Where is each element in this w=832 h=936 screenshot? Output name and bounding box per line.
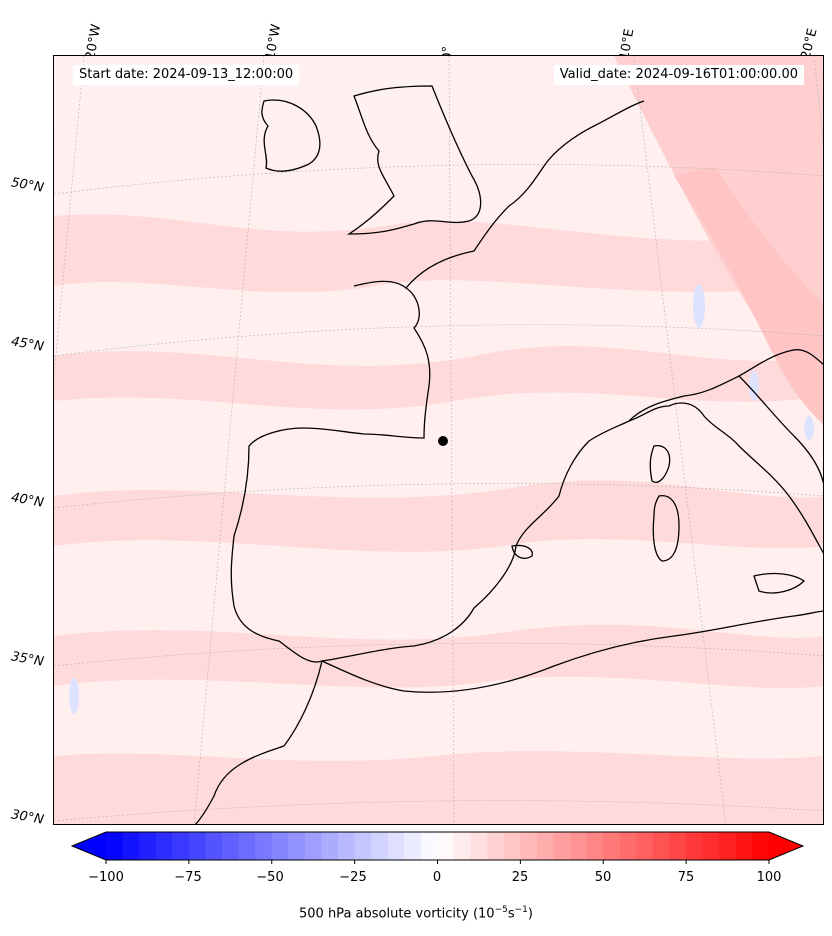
colorbar-tick-neg50: −50 — [256, 870, 284, 885]
colorbar-tick-neg25: −25 — [339, 870, 367, 885]
lat-label-45n: 45°N — [9, 334, 45, 355]
colorbar-label-end: ) — [527, 906, 533, 922]
colorbar-segment — [139, 832, 157, 860]
colorbar-segment — [603, 832, 621, 860]
graticule — [54, 56, 823, 824]
map-panel — [53, 55, 824, 825]
lat-label-30n: 30°N — [9, 807, 45, 828]
colorbar-segment — [387, 832, 405, 860]
coastlines — [194, 85, 823, 824]
colorbar-segment — [304, 832, 322, 860]
colorbar-tick-100: 100 — [756, 870, 782, 885]
colorbar — [70, 831, 805, 864]
colorbar-label-main: 500 hPa absolute vorticity (10 — [299, 906, 495, 922]
colorbar-min-extension — [72, 832, 106, 860]
colorbar-segment — [553, 832, 571, 860]
colorbar-segment — [487, 832, 505, 860]
colorbar-segment — [188, 832, 206, 860]
colorbar-segment — [155, 832, 173, 860]
colorbar-segment — [371, 832, 389, 860]
colorbar-segment — [404, 832, 422, 860]
colorbar-segment — [321, 832, 339, 860]
colorbar-segment — [288, 832, 306, 860]
colorbar-segment — [420, 832, 438, 860]
colorbar-segment — [222, 832, 240, 860]
colorbar-label: 500 hPa absolute vorticity (10−5s−1) — [0, 905, 832, 921]
colorbar-segment — [255, 832, 273, 860]
colorbar-segment — [520, 832, 538, 860]
colorbar-label-exp1: −5 — [494, 905, 508, 915]
colorbar-segment — [702, 832, 720, 860]
lat-label-35n: 35°N — [9, 649, 45, 670]
colorbar-segment — [205, 832, 223, 860]
start-date-label: Start date: 2024-09-13_12:00:00 — [73, 65, 300, 85]
colorbar-segment — [719, 832, 737, 860]
colorbar-segment — [752, 832, 770, 860]
colorbar-segment — [586, 832, 604, 860]
colorbar-segment — [437, 832, 455, 860]
colorbar-segment — [536, 832, 555, 860]
colorbar-tick-neg75: −75 — [174, 870, 202, 885]
colorbar-tick-0: 0 — [432, 870, 442, 885]
colorbar-label-exp2: −1 — [514, 905, 528, 915]
colorbar-segment — [106, 832, 124, 860]
colorbar-segment — [735, 832, 753, 860]
colorbar-tick-50: 50 — [594, 870, 612, 885]
colorbar-segment — [619, 832, 637, 860]
valid-date-label: Valid_date: 2024-09-16T01:00:00.00 — [553, 65, 804, 85]
colorbar-segment — [354, 832, 372, 860]
colorbar-segment — [172, 832, 190, 860]
colorbar-segment — [570, 832, 588, 860]
colorbar-max-extension — [769, 832, 803, 860]
colorbar-segment — [652, 832, 671, 860]
colorbar-segment — [470, 832, 488, 860]
lat-label-40n: 40°N — [9, 490, 45, 511]
vorticity-map — [54, 56, 823, 824]
lat-label-50n: 50°N — [9, 175, 45, 196]
colorbar-segment — [238, 832, 256, 860]
colorbar-segment — [669, 832, 687, 860]
colorbar-tick-neg100: −100 — [88, 870, 124, 885]
colorbar-segment — [686, 832, 704, 860]
location-marker — [438, 436, 448, 446]
colorbar-segment — [454, 832, 472, 860]
colorbar-segment — [122, 832, 140, 860]
colorbar-segment — [271, 832, 289, 860]
colorbar-label-mid: s — [507, 906, 515, 922]
blue-vorticity-patches — [69, 284, 814, 714]
colorbar-segment — [338, 832, 356, 860]
colorbar-tick-25: 25 — [511, 870, 529, 885]
colorbar-segment — [636, 832, 654, 860]
colorbar-tick-75: 75 — [677, 870, 695, 885]
colorbar-segment — [503, 832, 521, 860]
